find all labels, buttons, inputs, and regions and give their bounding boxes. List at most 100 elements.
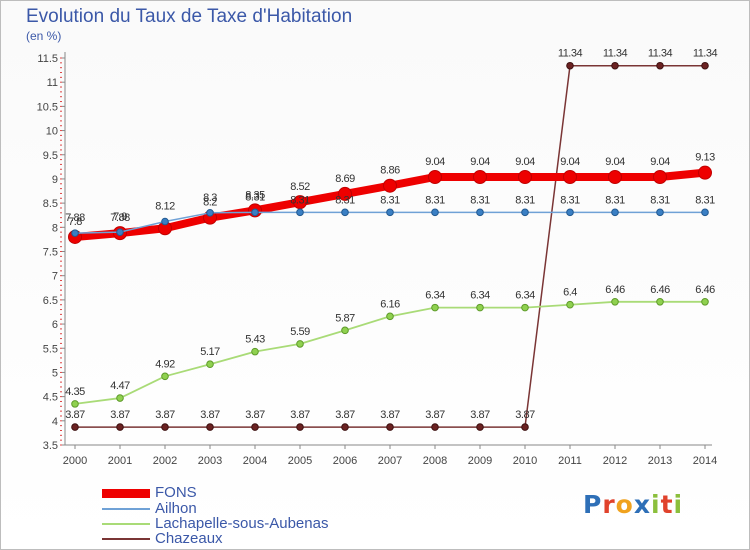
data-label: 9.13 — [695, 152, 715, 164]
data-label: 3.87 — [200, 409, 220, 421]
data-label: 3.87 — [335, 409, 355, 421]
y-minor-tick — [60, 328, 62, 330]
y-minor-tick — [60, 347, 62, 349]
x-tick-label: 2002 — [153, 455, 177, 467]
data-point — [611, 298, 619, 306]
y-minor-tick — [60, 173, 62, 175]
y-minor-tick — [60, 105, 62, 107]
chart-title: Evolution du Taux de Taxe d'Habitation — [26, 6, 353, 27]
y-tick-label: 6 — [52, 319, 58, 331]
x-tick-label: 2001 — [108, 455, 132, 467]
y-minor-tick — [60, 255, 62, 257]
legend-label-ailhon: Ailhon — [155, 500, 197, 517]
data-point — [116, 394, 124, 402]
y-minor-tick — [60, 444, 62, 446]
y-tick-label: 8 — [52, 222, 58, 234]
data-label: 6.34 — [515, 290, 535, 302]
data-point — [386, 423, 394, 431]
y-minor-tick — [60, 304, 62, 306]
legend-label-lachapelle: Lachapelle-sous-Aubenas — [155, 515, 329, 532]
x-tick-label: 2000 — [63, 455, 87, 467]
logo-letter: o — [615, 490, 634, 519]
data-label: 3.87 — [110, 409, 130, 421]
data-label: 9.04 — [425, 156, 445, 168]
data-point — [296, 423, 304, 431]
logo-letter: P — [583, 490, 603, 519]
y-minor-tick — [60, 217, 62, 219]
data-point — [698, 165, 712, 180]
y-minor-tick — [60, 333, 62, 335]
y-minor-tick — [60, 154, 62, 156]
data-point — [521, 303, 529, 312]
series-line-chazeaux — [74, 64, 706, 428]
x-tick-label: 2008 — [423, 455, 447, 467]
y-minor-tick — [60, 125, 62, 127]
data-label: 6.46 — [650, 284, 670, 296]
y-minor-tick — [60, 260, 62, 262]
y-tick-label: 6.5 — [43, 295, 58, 307]
y-minor-tick — [60, 101, 62, 103]
y-minor-tick — [60, 391, 62, 393]
y-minor-tick — [60, 202, 62, 204]
data-point — [566, 61, 574, 70]
y-minor-tick — [60, 381, 62, 383]
y-minor-tick — [60, 221, 62, 223]
data-point — [116, 228, 124, 236]
data-label: 7.88 — [110, 212, 130, 224]
data-label: 11.34 — [603, 48, 628, 60]
data-point — [386, 312, 394, 321]
data-point — [518, 170, 532, 185]
data-point — [251, 423, 259, 431]
y-minor-tick — [60, 139, 62, 141]
y-minor-tick — [60, 439, 62, 441]
data-point — [566, 208, 574, 217]
data-label: 4.92 — [155, 358, 175, 370]
data-label: 8.31 — [380, 194, 400, 206]
data-label: 6.16 — [380, 298, 400, 310]
y-minor-tick — [60, 338, 62, 340]
y-minor-tick — [60, 313, 62, 315]
y-minor-tick — [60, 299, 62, 301]
y-minor-tick — [60, 294, 62, 296]
y-tick-label: 11 — [47, 77, 58, 89]
data-point — [656, 298, 664, 306]
x-tick-label: 2007 — [378, 455, 402, 467]
y-minor-tick — [60, 130, 62, 132]
data-point — [341, 326, 349, 335]
data-point — [386, 208, 394, 217]
logo-letter: r — [602, 490, 616, 519]
data-label: 8.31 — [245, 191, 265, 203]
data-point — [206, 423, 214, 431]
data-label: 7.88 — [65, 212, 85, 224]
y-minor-tick — [60, 265, 62, 267]
data-label: 8.31 — [560, 194, 580, 206]
x-tick-label: 2005 — [288, 455, 312, 467]
y-minor-tick — [60, 110, 62, 112]
data-point — [116, 423, 124, 431]
data-label: 8.31 — [425, 194, 445, 206]
legend-label-chazeaux: Chazeaux — [155, 530, 223, 547]
legend-item-ailhon: Ailhon — [102, 500, 197, 517]
data-label: 8.31 — [650, 194, 670, 206]
y-minor-tick — [60, 270, 62, 272]
y-tick-label: 5.5 — [43, 343, 58, 355]
y-minor-tick — [60, 120, 62, 122]
data-point — [611, 61, 619, 70]
data-label: 8.31 — [335, 194, 355, 206]
y-minor-tick — [60, 197, 62, 199]
y-minor-tick — [60, 81, 62, 83]
data-point — [341, 208, 349, 217]
legend-item-lachapelle: Lachapelle-sous-Aubenas — [102, 515, 328, 532]
data-label: 8.31 — [515, 194, 535, 206]
legend-swatch-fons — [102, 488, 150, 498]
data-label: 8.3 — [203, 192, 217, 204]
data-point — [431, 208, 439, 217]
x-tick-label: 2006 — [333, 455, 357, 467]
data-label: 9.04 — [605, 156, 625, 168]
y-tick-label: 7 — [52, 271, 58, 283]
y-minor-tick — [60, 342, 62, 344]
y-minor-tick — [60, 429, 62, 431]
y-minor-tick — [60, 376, 62, 378]
data-label: 9.04 — [515, 156, 535, 168]
data-point — [161, 423, 169, 431]
